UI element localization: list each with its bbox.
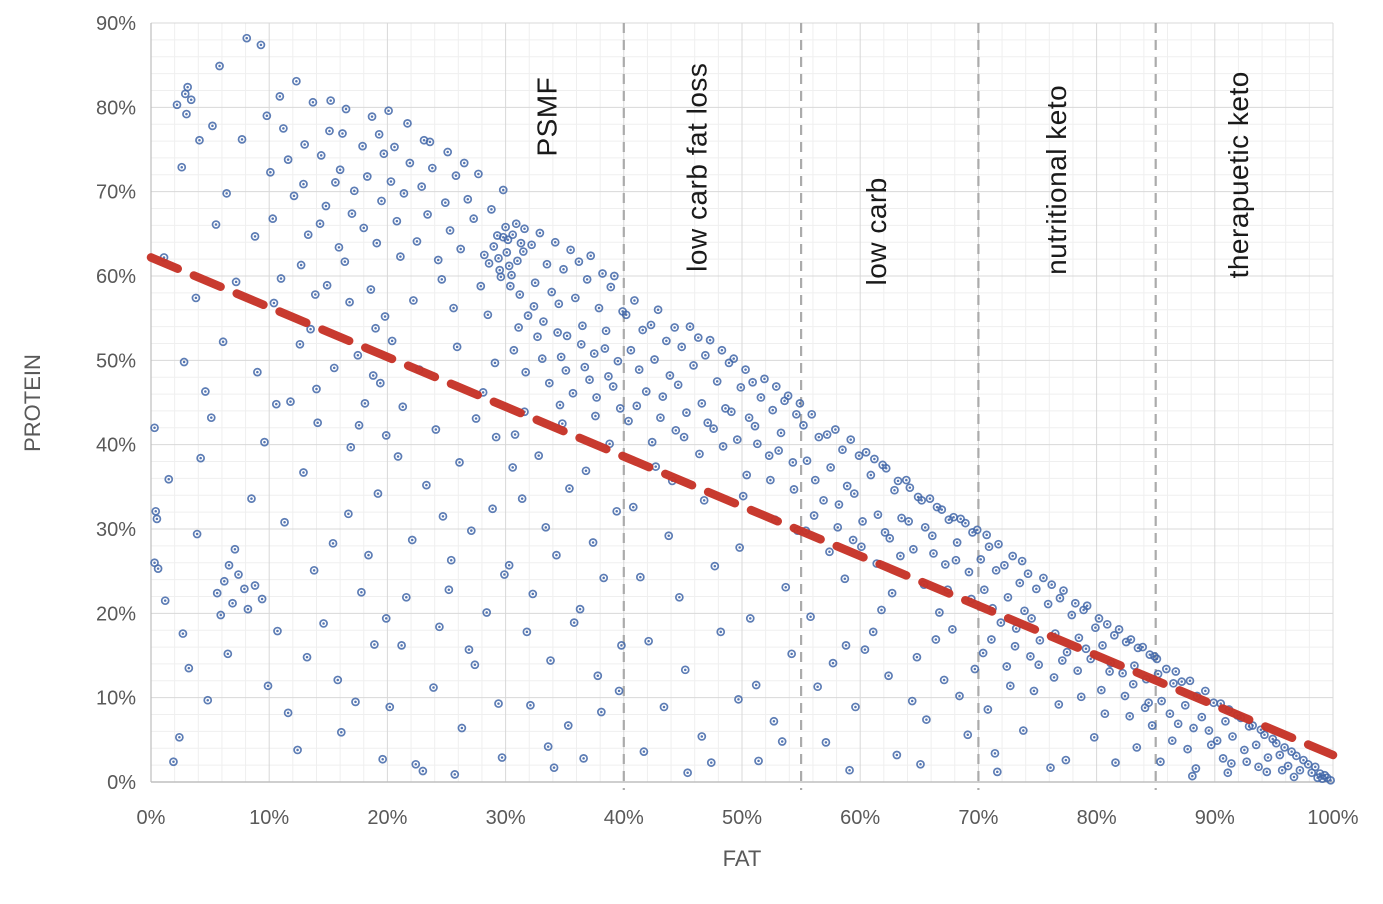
y-tick-label: 80% [96, 97, 136, 119]
zone-labels: PSMF low carb fat loss low carb nutritional… [531, 63, 1253, 286]
x-tick-label: 80% [1077, 807, 1117, 829]
x-tick-label: 20% [367, 807, 407, 829]
y-tick-label: 20% [96, 603, 136, 625]
x-tick-label: 10% [249, 807, 289, 829]
zone-label: low carb fat loss [682, 63, 713, 272]
zone-label: low carb [861, 177, 892, 285]
y-tick-label: 70% [96, 182, 136, 204]
x-tick-label: 100% [1307, 807, 1358, 829]
x-tick-label: 0% [137, 807, 166, 829]
y-tick-label: 10% [96, 688, 136, 710]
y-tick-label: 0% [107, 772, 136, 794]
x-tick-label: 70% [958, 807, 998, 829]
y-tick-label: 60% [96, 266, 136, 288]
zone-label: nutritional keto [1041, 85, 1072, 275]
x-tick-label: 30% [486, 807, 526, 829]
y-tick-label: 40% [96, 435, 136, 457]
zone-label: therapuetic keto [1223, 71, 1254, 278]
x-axis-title: FAT [723, 846, 762, 871]
y-tick-label: 90% [96, 13, 136, 35]
y-tick-label: 50% [96, 350, 136, 372]
scatter-series [150, 33, 1335, 785]
x-tick-label: 60% [840, 807, 880, 829]
y-axis-title: PROTEIN [20, 354, 45, 452]
x-tick-label: 40% [604, 807, 644, 829]
trendline-dashed [146, 253, 1338, 760]
tick-labels: 0% 10% 20% 30% 40% 50% 60% 70% 80% 90% 100% 0% 10% 20… [96, 13, 1359, 829]
y-tick-label: 30% [96, 519, 136, 541]
axis-lines [150, 23, 1333, 783]
x-tick-label: 90% [1195, 807, 1235, 829]
zone-label: PSMF [531, 77, 562, 157]
x-tick-label: 50% [722, 807, 762, 829]
